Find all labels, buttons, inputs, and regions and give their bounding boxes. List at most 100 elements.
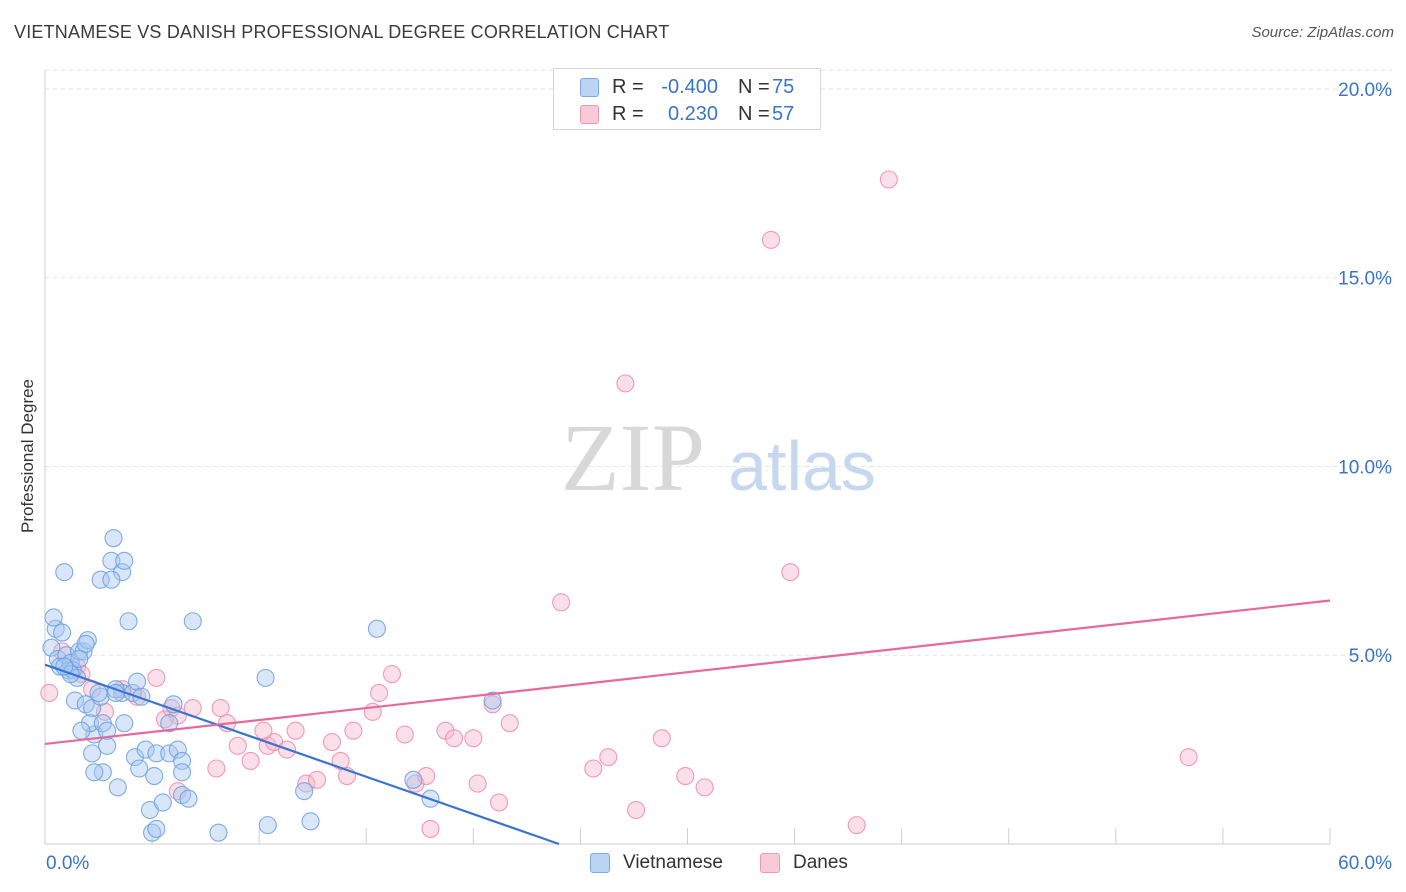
danes-point: [241, 751, 260, 770]
legend-r-label: R =: [612, 76, 644, 98]
danes-point: [147, 668, 166, 687]
danes-point: [322, 733, 342, 752]
vietnamese-point: [115, 714, 134, 733]
legend-r-label: R =: [612, 103, 644, 125]
legend-swatch-vietnamese: [580, 78, 599, 97]
vietnamese-point: [65, 691, 85, 710]
vietnamese-point: [102, 570, 121, 589]
danes-point: [445, 729, 464, 748]
vietnamese-point: [209, 823, 228, 842]
vietnamese-point: [179, 789, 198, 808]
danes-point: [344, 721, 363, 740]
vietnamese-point: [72, 721, 91, 740]
vietnamese-point: [130, 759, 149, 778]
vietnamese-point: [173, 763, 192, 782]
vietnamese-point: [183, 612, 202, 631]
danes-point: [40, 683, 59, 703]
danes-point: [652, 729, 671, 748]
vietnamese-point: [404, 770, 423, 789]
watermark-atlas: atlas: [728, 427, 876, 505]
legend-swatch-vietnamese: [590, 853, 610, 873]
y-tick-label: 15.0%: [1338, 269, 1392, 290]
danes-point: [370, 683, 389, 703]
legend-label-danes: Danes: [793, 852, 848, 873]
gridlines: [45, 69, 1392, 656]
vietnamese-point: [128, 672, 147, 691]
legend-r-value: -0.400: [661, 76, 718, 98]
vietnamese-point: [301, 812, 320, 831]
legend-n-label: N =: [738, 76, 770, 98]
trendlines: [44, 599, 1331, 846]
chart-title: VIETNAMESE VS DANISH PROFESSIONAL DEGREE…: [14, 22, 670, 42]
source-label: Source: ZipAtlas.com: [1251, 24, 1394, 41]
danes-point: [254, 721, 273, 740]
y-tick-label: 20.0%: [1338, 80, 1392, 101]
danes-point: [695, 778, 714, 797]
vietnamese-point: [153, 793, 172, 812]
vietnamese-point: [113, 563, 132, 582]
legend-n-value: 57: [772, 103, 795, 125]
danes-point: [483, 695, 502, 714]
vietnamese-point: [104, 529, 123, 548]
vietnamese-point: [136, 740, 155, 759]
vietnamese-point: [85, 763, 104, 782]
vietnamese-point: [483, 691, 502, 710]
vietnamese-point: [98, 736, 117, 755]
danes-point: [552, 593, 571, 612]
danes-point: [627, 800, 646, 820]
vietnamese-point: [168, 740, 187, 759]
watermark: ZIP atlas: [561, 404, 876, 511]
danes-point: [599, 748, 618, 767]
vietnamese-point: [102, 551, 121, 570]
series-vietnamese: [42, 529, 502, 842]
tick-labels: 5.0% 10.0% 15.0% 20.0% 0.0% 60.0%: [46, 80, 1392, 874]
danes-point: [847, 816, 866, 835]
vietnamese-point: [125, 748, 144, 767]
danes-point: [781, 563, 800, 582]
danes-point: [382, 665, 402, 684]
danes-point: [207, 759, 226, 778]
vietnamese-point: [53, 623, 72, 642]
vietnamese-point: [295, 782, 314, 801]
trendline-danes: [44, 599, 1331, 746]
danes-point: [228, 736, 247, 755]
danes-point: [489, 793, 509, 812]
danes-point: [584, 759, 603, 778]
danes-point: [616, 374, 635, 393]
correlation-legend: R = -0.400 N = 75 R = 0.230 N = 57: [553, 68, 821, 130]
vietnamese-point: [160, 714, 179, 733]
legend-n-label: N =: [738, 103, 770, 125]
legend-n-value: 75: [772, 76, 795, 98]
legend-swatch-danes: [580, 105, 599, 124]
y-tick-label: 10.0%: [1338, 457, 1392, 478]
vietnamese-point: [132, 687, 151, 706]
danes-point: [297, 774, 316, 793]
watermark-zip: ZIP: [561, 404, 705, 511]
vietnamese-point: [83, 744, 102, 763]
danes-point: [1179, 748, 1198, 767]
vietnamese-point: [145, 766, 164, 786]
vietnamese-point: [70, 649, 89, 669]
vietnamese-point: [98, 721, 117, 740]
danes-point: [468, 774, 487, 793]
y-tick-label: 5.0%: [1349, 646, 1392, 667]
vietnamese-point: [91, 570, 110, 589]
legend-r-value: 0.230: [667, 103, 718, 125]
vietnamese-point: [89, 683, 108, 703]
danes-point: [286, 721, 305, 740]
danes-point: [395, 725, 414, 744]
danes-point: [761, 230, 781, 249]
vietnamese-point: [258, 816, 277, 835]
vietnamese-point: [119, 612, 138, 631]
danes-point: [211, 699, 230, 718]
vietnamese-point: [147, 744, 166, 763]
vietnamese-point: [76, 634, 95, 653]
vietnamese-point: [55, 563, 74, 582]
danes-point: [676, 766, 695, 786]
axes: [44, 70, 1331, 845]
legend-swatch-danes: [760, 853, 780, 873]
danes-point: [500, 714, 519, 733]
danes-point: [421, 819, 440, 838]
vietnamese-point: [147, 819, 166, 838]
